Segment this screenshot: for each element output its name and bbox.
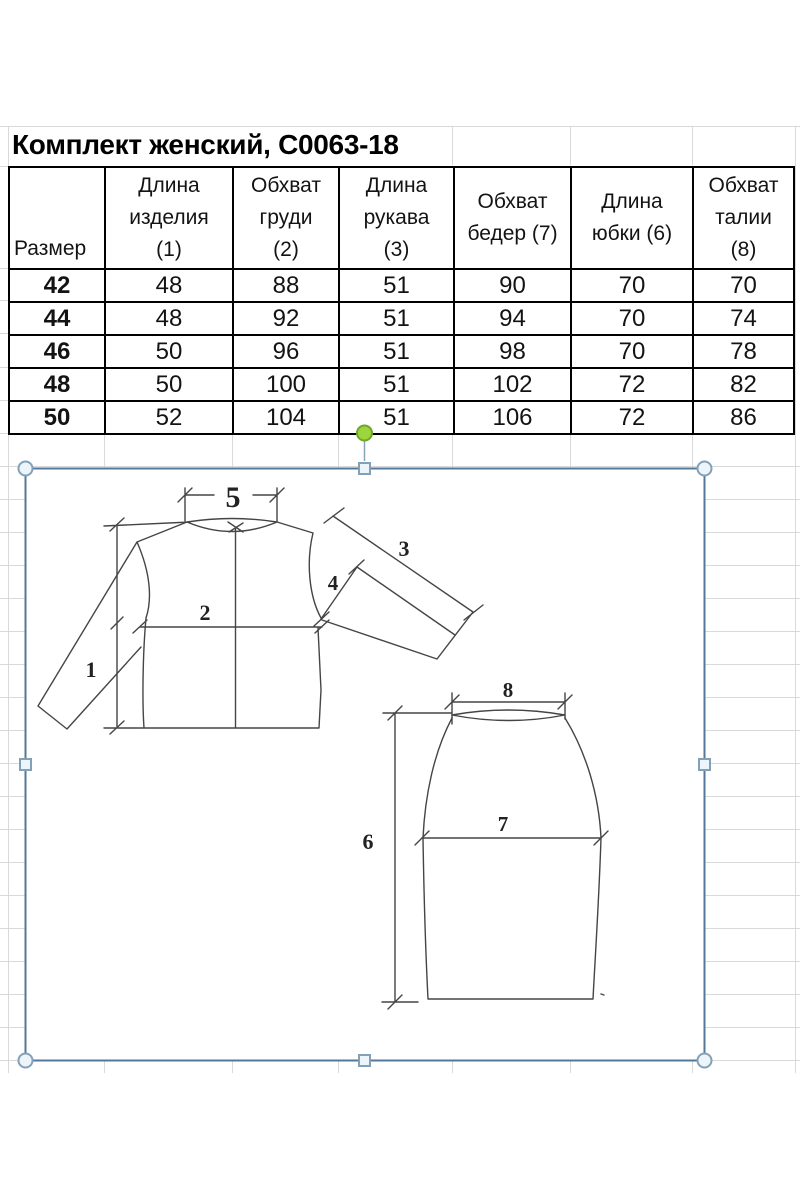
table-cell[interactable]: 88 <box>232 268 340 303</box>
size-cell[interactable]: 48 <box>8 367 106 402</box>
table-cell[interactable]: 82 <box>692 367 795 402</box>
table-cell[interactable]: 70 <box>570 268 694 303</box>
image-selection <box>17 424 713 1069</box>
col-header-garment-length[interactable]: Длина изделия (1) <box>104 166 234 270</box>
table-cell[interactable]: 51 <box>338 301 455 336</box>
table-cell[interactable]: 100 <box>232 367 340 402</box>
table-cell[interactable]: 72 <box>570 367 694 402</box>
selection-handle-e[interactable] <box>698 758 711 771</box>
table-cell[interactable]: 70 <box>570 334 694 369</box>
size-table: Размер Длина изделия (1) Обхват груди (2… <box>8 166 795 435</box>
size-cell[interactable]: 44 <box>8 301 106 336</box>
table-cell[interactable]: 70 <box>570 301 694 336</box>
label-neck-width: 5 <box>226 481 241 514</box>
table-cell[interactable]: 74 <box>692 301 795 336</box>
size-cell[interactable]: 50 <box>8 400 106 435</box>
table-cell[interactable]: 51 <box>338 367 455 402</box>
table-cell[interactable]: 92 <box>232 301 340 336</box>
table-cell[interactable]: 78 <box>692 334 795 369</box>
selection-border[interactable] <box>24 467 706 1062</box>
col-header-waist[interactable]: Обхват талии (8) <box>692 166 795 270</box>
skirt-dimension-lines <box>381 692 609 1010</box>
selection-handle-se[interactable] <box>696 1052 713 1069</box>
label-sleeve-length: 3 <box>399 536 410 561</box>
col-header-skirt-length[interactable]: Длина юбки (6) <box>570 166 694 270</box>
selection-handle-n[interactable] <box>358 462 371 475</box>
label-waist: 8 <box>503 678 514 702</box>
selection-handle-s[interactable] <box>358 1054 371 1067</box>
table-cell[interactable]: 90 <box>453 268 572 303</box>
col-header-sleeve[interactable]: Длина рукава (3) <box>338 166 455 270</box>
table-cell[interactable]: 51 <box>338 268 455 303</box>
table-cell[interactable]: 70 <box>692 268 795 303</box>
skirt-outline <box>422 709 605 1000</box>
col-header-hips[interactable]: Обхват бедер (7) <box>453 166 572 270</box>
table-cell[interactable]: 102 <box>453 367 572 402</box>
label-jacket-length: 1 <box>86 657 97 682</box>
sheet-title[interactable]: Комплект женский, С0063-18 <box>12 129 399 160</box>
table-row: 46 50 96 51 98 70 78 <box>8 334 795 369</box>
selection-handle-sw[interactable] <box>17 1052 34 1069</box>
table-row: 42 48 88 51 90 70 70 <box>8 268 795 303</box>
table-cell[interactable]: 96 <box>232 334 340 369</box>
table-cell[interactable]: 98 <box>453 334 572 369</box>
col-header-chest[interactable]: Обхват груди (2) <box>232 166 340 270</box>
table-cell[interactable]: 50 <box>104 367 234 402</box>
label-sleeve-width: 4 <box>328 571 339 595</box>
label-chest: 2 <box>200 600 211 625</box>
table-cell[interactable]: 86 <box>692 400 795 435</box>
table-cell[interactable]: 72 <box>570 400 694 435</box>
jacket-dimension-lines <box>103 487 484 735</box>
garment-sketch <box>37 487 609 1010</box>
table-cell[interactable]: 51 <box>338 400 455 435</box>
selection-handle-nw[interactable] <box>17 460 34 477</box>
label-hips: 7 <box>498 812 509 836</box>
table-cell[interactable]: 106 <box>453 400 572 435</box>
table-row: 50 52 104 51 106 72 86 <box>8 400 795 435</box>
size-cell[interactable]: 42 <box>8 268 106 303</box>
header-row: Размер Длина изделия (1) Обхват груди (2… <box>8 166 795 270</box>
table-cell[interactable]: 48 <box>104 301 234 336</box>
table-cell[interactable]: 94 <box>453 301 572 336</box>
selection-handle-w[interactable] <box>19 758 32 771</box>
size-cell[interactable]: 46 <box>8 334 106 369</box>
label-skirt-length: 6 <box>363 829 374 854</box>
table-row: 44 48 92 51 94 70 74 <box>8 301 795 336</box>
image-background <box>25 468 705 1061</box>
table-cell[interactable]: 104 <box>232 400 340 435</box>
jacket-outline <box>37 517 474 730</box>
table-cell[interactable]: 50 <box>104 334 234 369</box>
embedded-sketch-image[interactable]: 5 1 2 3 4 6 7 8 <box>25 468 705 1061</box>
selection-handle-ne[interactable] <box>696 460 713 477</box>
table-cell[interactable]: 51 <box>338 334 455 369</box>
table-cell[interactable]: 48 <box>104 268 234 303</box>
table-row: 48 50 100 51 102 72 82 <box>8 367 795 402</box>
col-header-size[interactable]: Размер <box>8 166 106 270</box>
table-cell[interactable]: 52 <box>104 400 234 435</box>
